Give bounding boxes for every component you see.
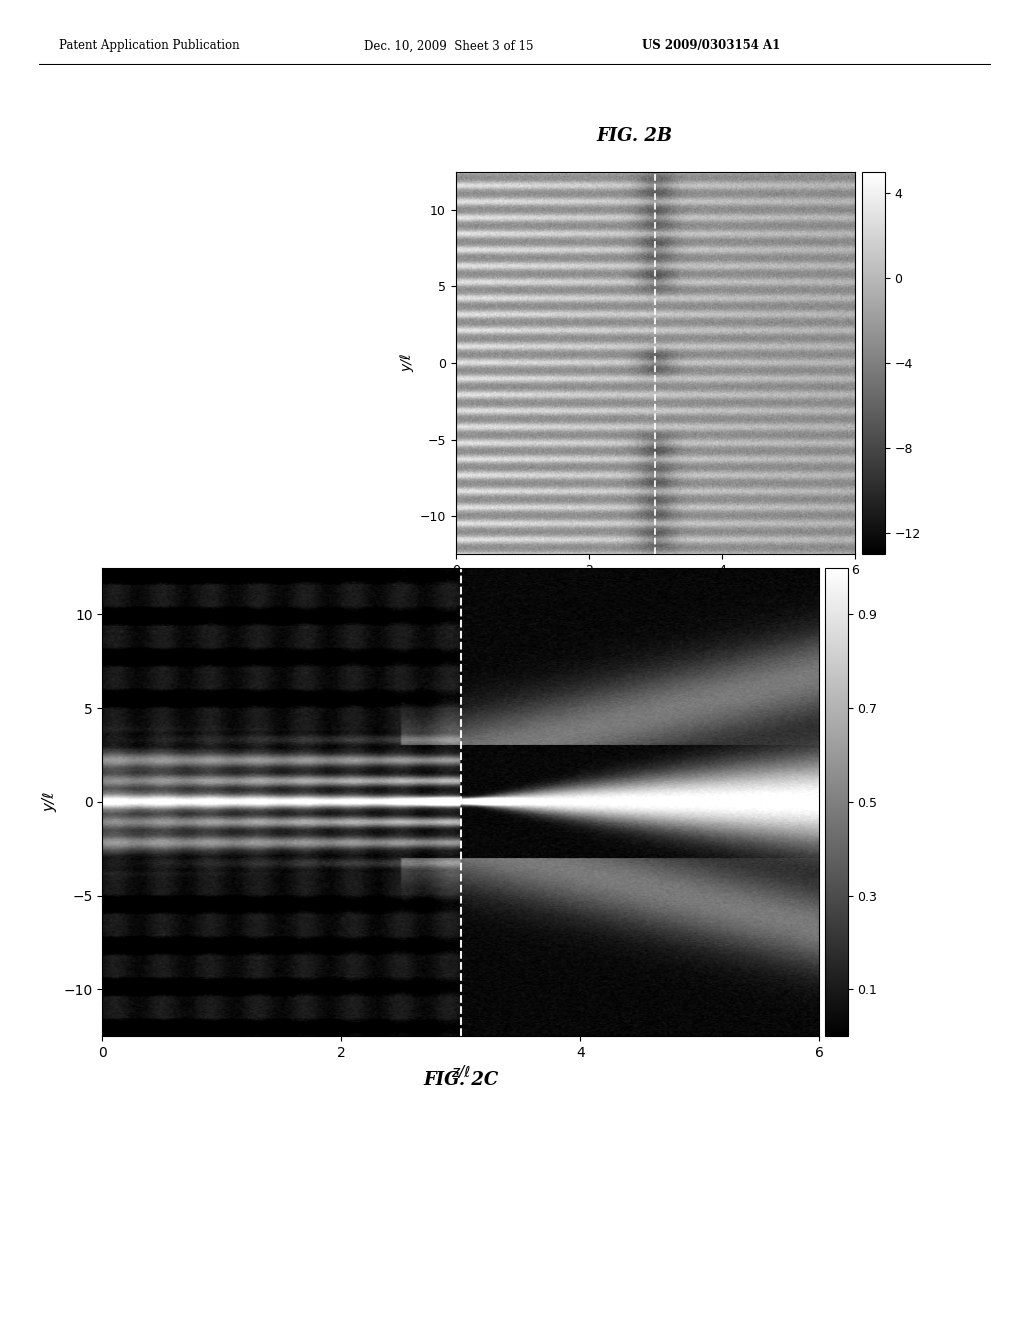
Text: US 2009/0303154 A1: US 2009/0303154 A1 (642, 40, 780, 53)
X-axis label: z/ℓ: z/ℓ (452, 1065, 470, 1081)
Y-axis label: y/ℓ: y/ℓ (43, 792, 58, 812)
X-axis label: z/ℓ: z/ℓ (646, 582, 665, 597)
Text: Dec. 10, 2009  Sheet 3 of 15: Dec. 10, 2009 Sheet 3 of 15 (364, 40, 534, 53)
Y-axis label: y/ℓ: y/ℓ (400, 354, 414, 372)
Text: FIG. 2C: FIG. 2C (423, 1071, 499, 1089)
Text: FIG. 2B: FIG. 2B (597, 127, 673, 145)
Text: Patent Application Publication: Patent Application Publication (59, 40, 240, 53)
